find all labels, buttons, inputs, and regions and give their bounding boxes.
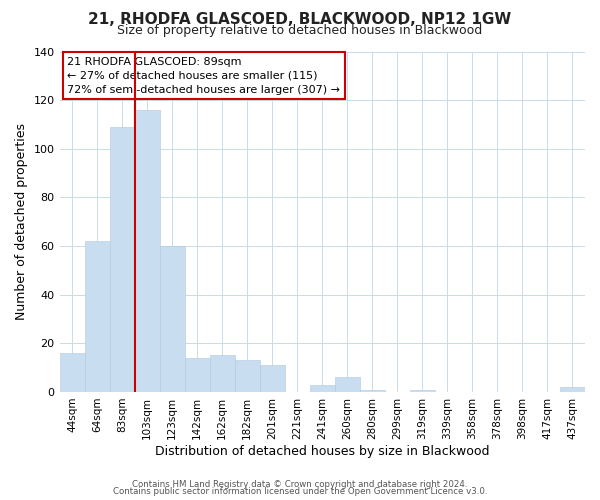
- Bar: [160, 246, 185, 392]
- Bar: [360, 390, 385, 392]
- Bar: [59, 353, 85, 392]
- Bar: [235, 360, 260, 392]
- Y-axis label: Number of detached properties: Number of detached properties: [15, 123, 28, 320]
- Bar: [209, 356, 235, 392]
- Text: 21, RHODFA GLASCOED, BLACKWOOD, NP12 1GW: 21, RHODFA GLASCOED, BLACKWOOD, NP12 1GW: [88, 12, 512, 28]
- Bar: [134, 110, 160, 392]
- Text: 21 RHODFA GLASCOED: 89sqm
← 27% of detached houses are smaller (115)
72% of semi: 21 RHODFA GLASCOED: 89sqm ← 27% of detac…: [67, 56, 340, 94]
- Text: Size of property relative to detached houses in Blackwood: Size of property relative to detached ho…: [118, 24, 482, 37]
- Bar: [85, 241, 110, 392]
- Bar: [560, 387, 585, 392]
- X-axis label: Distribution of detached houses by size in Blackwood: Distribution of detached houses by size …: [155, 444, 490, 458]
- Bar: [310, 384, 335, 392]
- Text: Contains public sector information licensed under the Open Government Licence v3: Contains public sector information licen…: [113, 488, 487, 496]
- Bar: [110, 127, 134, 392]
- Bar: [260, 365, 285, 392]
- Text: Contains HM Land Registry data © Crown copyright and database right 2024.: Contains HM Land Registry data © Crown c…: [132, 480, 468, 489]
- Bar: [410, 390, 435, 392]
- Bar: [335, 378, 360, 392]
- Bar: [185, 358, 209, 392]
